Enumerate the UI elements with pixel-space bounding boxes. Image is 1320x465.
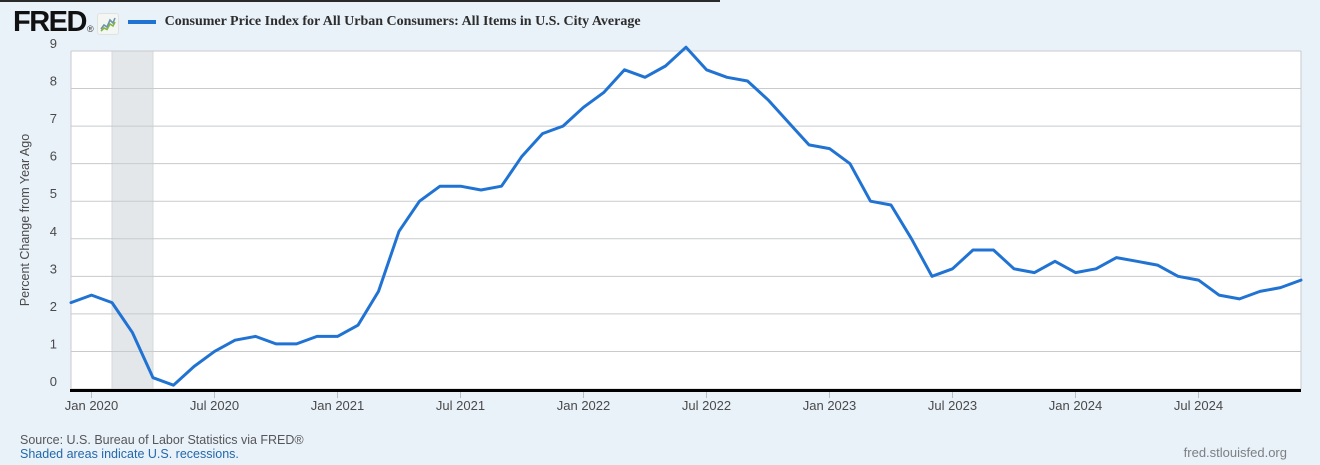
top-edge-line — [0, 0, 720, 2]
x-tick-label: Jan 2024 — [1049, 398, 1103, 413]
y-tick-label: 2 — [50, 299, 57, 314]
y-tick-label: 7 — [50, 111, 57, 126]
fred-logo-link[interactable]: FRED ® — [13, 6, 119, 38]
recession-note-link[interactable]: Shaded areas indicate U.S. recessions. — [20, 447, 239, 461]
x-tick-label: Jan 2020 — [65, 398, 119, 413]
y-tick-label: 9 — [50, 36, 57, 51]
recession-band — [111, 50, 154, 390]
x-tick-label: Jul 2024 — [1174, 398, 1223, 413]
y-tick-label: 1 — [50, 336, 57, 351]
x-tick-label: Jan 2023 — [803, 398, 857, 413]
y-tick-label: 4 — [50, 224, 57, 239]
y-tick-label: 8 — [50, 74, 57, 89]
x-tick-label: Jul 2020 — [190, 398, 239, 413]
sparkline-chart-icon — [96, 13, 119, 35]
fred-logo-text: FRED — [13, 6, 87, 38]
y-tick-label: 5 — [50, 186, 57, 201]
x-tick-label: Jan 2022 — [557, 398, 611, 413]
header: FRED ® Consumer Price Index for All Urba… — [13, 4, 641, 40]
y-tick-label: 6 — [50, 149, 57, 164]
x-tick-label: Jan 2021 — [311, 398, 365, 413]
source-text: Source: U.S. Bureau of Labor Statistics … — [20, 433, 304, 447]
series-legend-swatch — [127, 20, 156, 24]
fred-watermark-link[interactable]: fred.stlouisfed.org — [1183, 445, 1287, 460]
registered-trademark-mark: ® — [86, 24, 94, 34]
y-tick-label: 3 — [50, 261, 57, 276]
cpi-series-line — [69, 45, 1303, 387]
x-tick-label: Jul 2021 — [436, 398, 485, 413]
plot-area[interactable] — [71, 51, 1301, 389]
x-tick-label: Jul 2022 — [682, 398, 731, 413]
x-tick-label: Jul 2023 — [928, 398, 977, 413]
series-title-link[interactable]: Consumer Price Index for All Urban Consu… — [164, 14, 641, 29]
y-tick-label: 0 — [50, 374, 57, 389]
